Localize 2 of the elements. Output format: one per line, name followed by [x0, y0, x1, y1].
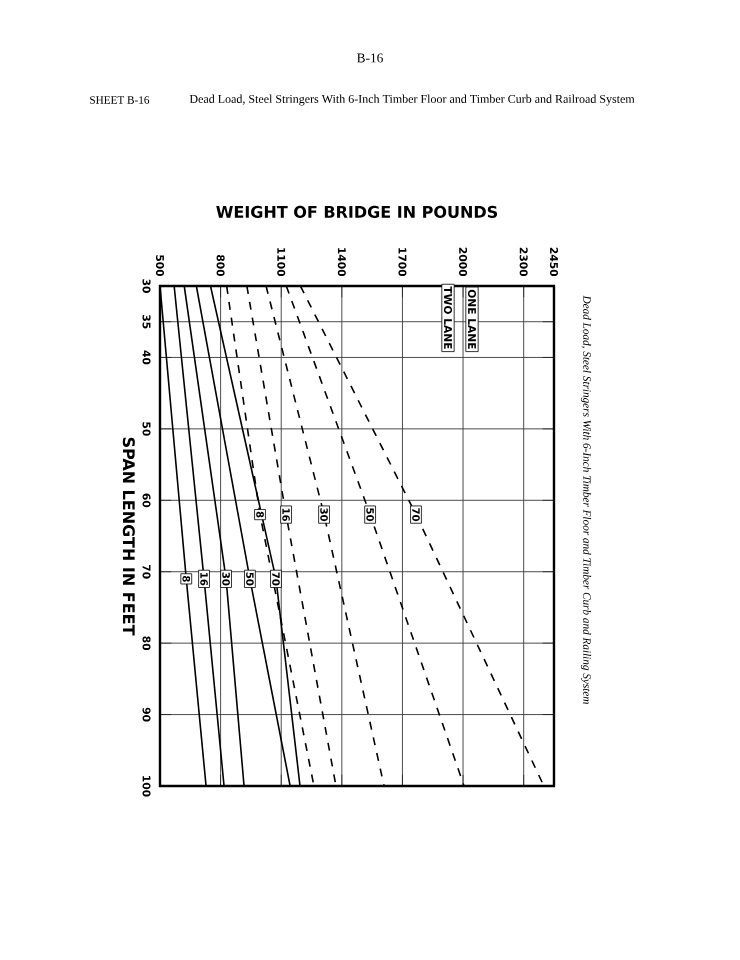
y-axis-title: SPAN LENGTH IN FEET: [122, 437, 135, 636]
x-axis-title: WEIGHT OF BRIDGE IN POUNDS: [216, 205, 498, 218]
